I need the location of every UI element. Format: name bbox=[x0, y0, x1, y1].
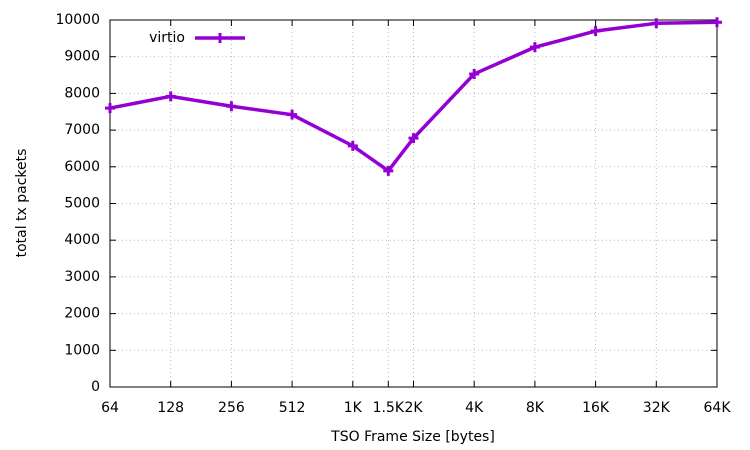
y-tick-label: 0 bbox=[91, 379, 100, 395]
x-tick-label: 64K bbox=[704, 400, 732, 416]
data-point bbox=[105, 103, 115, 114]
data-point bbox=[590, 26, 601, 37]
data-point bbox=[165, 91, 176, 102]
x-tick-label: 256 bbox=[218, 400, 245, 416]
x-tick-label: 4K bbox=[465, 400, 484, 416]
x-tick-label: 1K bbox=[344, 400, 363, 416]
y-tick-label: 9000 bbox=[64, 49, 100, 65]
data-point bbox=[651, 18, 662, 29]
x-tick-label: 1.5K bbox=[373, 400, 405, 416]
data-line bbox=[109, 20, 718, 173]
x-tick-label: 512 bbox=[279, 400, 306, 416]
x-tick-label: 64 bbox=[101, 400, 119, 416]
y-tick-label: 6000 bbox=[64, 159, 100, 175]
y-tick-label: 2000 bbox=[64, 306, 100, 322]
y-tick-label: 3000 bbox=[64, 269, 100, 285]
legend-label: virtio bbox=[149, 30, 185, 46]
data-point bbox=[529, 42, 540, 53]
data-point bbox=[226, 101, 237, 112]
y-tick-label: 1000 bbox=[64, 342, 100, 358]
y-tick-label: 10000 bbox=[55, 12, 100, 28]
data-point bbox=[287, 109, 298, 120]
x-tick-label: 128 bbox=[157, 400, 184, 416]
x-axis-label: TSO Frame Size [bytes] bbox=[330, 429, 495, 445]
data-point bbox=[712, 17, 722, 28]
y-tick-label: 4000 bbox=[64, 232, 100, 248]
legend-marker bbox=[215, 33, 225, 43]
x-tick-label: 32K bbox=[643, 400, 671, 416]
y-tick-label: 5000 bbox=[64, 196, 100, 212]
data-point bbox=[469, 68, 480, 79]
y-tick-label: 7000 bbox=[64, 122, 100, 138]
x-tick-label: 2K bbox=[404, 400, 423, 416]
plot-frame bbox=[109, 19, 718, 388]
x-tick-label: 8K bbox=[526, 400, 545, 416]
x-tick-label: 16K bbox=[582, 400, 610, 416]
y-tick-label: 8000 bbox=[64, 85, 100, 101]
data-point bbox=[408, 133, 419, 144]
data-point bbox=[347, 140, 358, 151]
data-point bbox=[383, 165, 394, 176]
y-axis-label: total tx packets bbox=[14, 149, 30, 258]
